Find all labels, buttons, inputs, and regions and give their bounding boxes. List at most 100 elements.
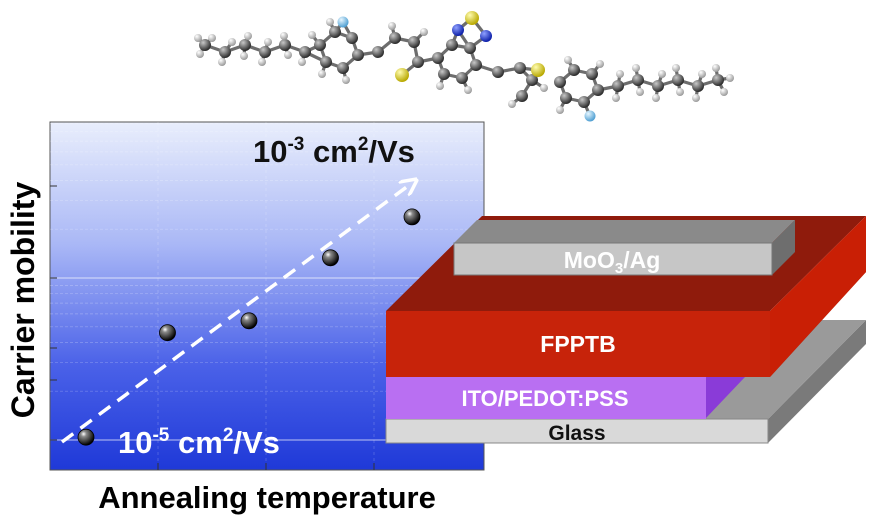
hydrogen-atom	[712, 64, 720, 72]
data-point-2	[159, 324, 176, 342]
carbon-atom	[199, 39, 211, 51]
hydrogen-atom	[218, 58, 226, 66]
hydrogen-atom	[658, 70, 666, 78]
carbon-atom	[592, 84, 604, 96]
hydrogen-atom	[298, 58, 306, 66]
hydrogen-atom	[692, 94, 700, 102]
moo3-ag-layer: MoO3/Ag	[453, 220, 795, 277]
hydrogen-atom	[720, 88, 728, 96]
hydrogen-atom	[726, 74, 734, 82]
hydrogen-atom	[280, 32, 288, 40]
y-axis-label: Carrier mobility	[5, 182, 41, 419]
hydrogen-atom	[436, 82, 444, 90]
carbon-atom	[514, 62, 526, 74]
data-point-1	[77, 428, 95, 446]
carbon-atom	[438, 68, 450, 80]
hydrogen-atom	[420, 28, 428, 36]
carbon-atom	[568, 64, 580, 76]
carbon-atom	[329, 26, 341, 38]
hydrogen-atom	[264, 38, 272, 46]
carbon-atom	[516, 90, 528, 102]
sulfur-atom	[531, 63, 545, 77]
carbon-atom	[372, 46, 384, 58]
carbon-atom	[586, 68, 598, 80]
carbon-atom	[554, 76, 566, 88]
carbon-atom	[299, 46, 311, 58]
hydrogen-atom	[208, 34, 216, 42]
nitrogen-atom	[480, 30, 492, 42]
carbon-atom	[320, 56, 332, 68]
hydrogen-atom	[636, 88, 644, 96]
ito-pedot-pss-layer: ITO/PEDOT:PSS	[386, 377, 745, 419]
data-points	[77, 208, 421, 446]
ito-pedot-pss-label: ITO/PEDOT:PSS	[461, 386, 628, 411]
carbon-atom	[578, 96, 590, 108]
glass-label: Glass	[548, 422, 605, 445]
hydrogen-atom	[676, 88, 684, 96]
high-mobility-label: 10-3 cm2/Vs	[253, 134, 415, 169]
carbon-atom	[279, 39, 291, 51]
device-stack-diagram: Glass ITO/PEDOT:PSS FPPTB MoO3/Ag	[385, 216, 866, 445]
carbon-atom	[692, 80, 704, 92]
hydrogen-atom	[326, 18, 334, 26]
carbon-atom	[337, 62, 349, 74]
hydrogen-atom	[318, 70, 326, 78]
plot-ticks	[50, 185, 375, 470]
carbon-atom	[464, 42, 476, 54]
hydrogen-atom	[244, 32, 252, 40]
carbon-atom	[219, 46, 231, 58]
hydrogen-atom	[612, 94, 620, 102]
hydrogen-atom	[632, 64, 640, 72]
data-point-3	[240, 312, 258, 330]
moo3-ag-label: MoO3/Ag	[564, 247, 661, 277]
hydrogen-atom	[240, 52, 248, 60]
carbon-atom	[560, 92, 572, 104]
carbon-atom	[456, 72, 468, 84]
carbon-atom	[432, 52, 444, 64]
hydrogen-atom	[556, 106, 564, 114]
hydrogen-atom	[284, 51, 292, 59]
x-axis-label: Annealing temperature	[98, 480, 436, 515]
carbon-atom	[239, 39, 251, 51]
hydrogen-atom	[672, 64, 680, 72]
carbon-atom	[389, 32, 401, 44]
hydrogen-atom	[388, 22, 396, 30]
carbon-atom	[612, 80, 624, 92]
hydrogen-atom	[308, 31, 316, 39]
carbon-atom	[446, 39, 458, 51]
sulfur-atom	[465, 11, 479, 25]
low-mobility-label: 10-5 cm2/Vs	[118, 425, 280, 460]
data-point-5	[403, 208, 421, 226]
carbon-atom	[632, 74, 644, 86]
hydrogen-atom	[596, 60, 604, 68]
fpptb-label: FPPTB	[540, 331, 615, 357]
carbon-atom	[526, 74, 538, 86]
data-point-4	[322, 249, 339, 267]
carbon-atom	[712, 74, 724, 86]
carbon-atom	[412, 56, 424, 68]
carbon-atom	[492, 66, 504, 78]
carbon-atom	[470, 59, 482, 71]
trend-arrow	[60, 183, 412, 444]
hydrogen-atom	[194, 34, 202, 42]
hydrogen-atom	[196, 50, 204, 58]
hydrogen-atom	[616, 70, 624, 78]
carbon-atom	[652, 80, 664, 92]
sulfur-atom	[395, 68, 409, 82]
carbon-atom	[314, 39, 326, 51]
fluorine-atom	[337, 16, 349, 28]
carbon-atom	[672, 74, 684, 86]
carbon-atom	[352, 49, 364, 61]
hydrogen-atom	[698, 70, 706, 78]
hydrogen-atom	[228, 38, 236, 46]
hydrogen-atom	[258, 58, 266, 66]
nitrogen-atom	[452, 24, 464, 36]
hydrogen-atom	[564, 56, 572, 64]
hydrogen-atom	[464, 86, 472, 94]
hydrogen-atom	[540, 84, 548, 92]
fluorine-atom	[584, 110, 596, 122]
carbon-atom	[259, 46, 271, 58]
hydrogen-atom	[342, 76, 350, 84]
hydrogen-atom	[652, 94, 660, 102]
